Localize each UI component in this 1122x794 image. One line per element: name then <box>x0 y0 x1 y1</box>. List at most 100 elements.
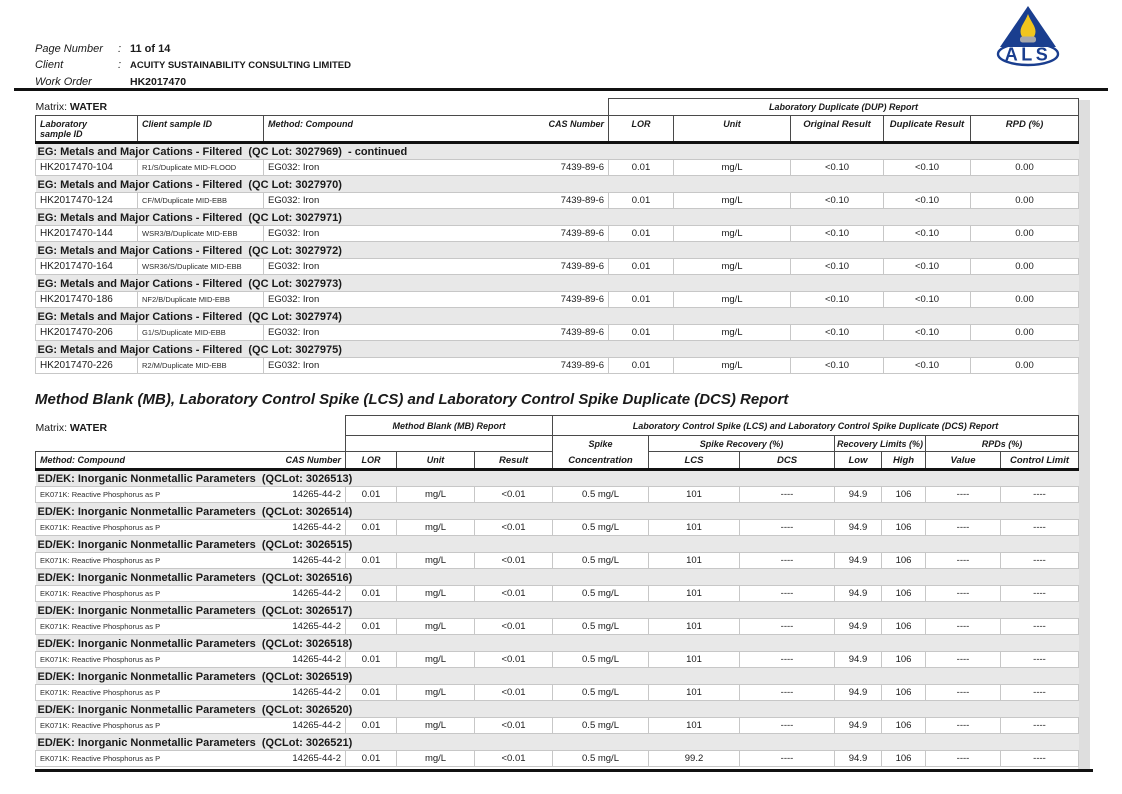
cell-method-compound: EK071K: Reactive Phosphorus as P <box>35 750 271 767</box>
cell-cas-number: 7439-89-6 <box>500 324 609 341</box>
cell-lcs: 101 <box>648 519 740 536</box>
qc-lot-section-title: EG: Metals and Major Cations - Filtered … <box>35 208 1079 226</box>
cell-client-sample-id: NF2/B/Duplicate MID-EBB <box>137 291 264 308</box>
cell-lor: 0.01 <box>345 684 397 701</box>
col-high: High <box>881 451 926 471</box>
cell-lab-sample-id: HK2017470-206 <box>35 324 138 341</box>
qc-lot-section-title: ED/EK: Inorganic Nonmetallic Parameters … <box>35 700 1079 718</box>
qc-lot-section-row: EG: Metals and Major Cations - Filtered … <box>35 241 1079 259</box>
qc-lot-section-row: EG: Metals and Major Cations - Filtered … <box>35 175 1079 193</box>
qc-lot-section-row: ED/EK: Inorganic Nonmetallic Parameters … <box>35 535 1079 553</box>
svg-text:ALS: ALS <box>1005 45 1052 65</box>
work-order-label: Work Order <box>35 76 92 88</box>
cell-original-result: <0.10 <box>790 291 884 308</box>
group-recovery-limits: Recovery Limits (%) <box>834 435 926 452</box>
cell-lor: 0.01 <box>345 519 397 536</box>
cell-spike-concentration: 0.5 mg/L <box>552 684 649 701</box>
cell-method-compound: EG032: Iron <box>263 159 501 176</box>
cell-cas-number: 14265-44-2 <box>270 585 346 602</box>
mb-data-row: EK071K: Reactive Phosphorus as P 14265-4… <box>35 585 1080 602</box>
col-lab-sample-id: Laboratory sample ID <box>35 115 138 144</box>
cell-high: 106 <box>881 684 926 701</box>
col-lor: LOR <box>345 451 397 471</box>
qc-lot-section-title: ED/EK: Inorganic Nonmetallic Parameters … <box>35 733 1079 751</box>
col-rpd: RPD (%) <box>969 115 1080 144</box>
cell-spike-concentration: 0.5 mg/L <box>552 486 649 503</box>
dup-data-row: HK2017470-164 WSR36/S/Duplicate MID-EBB … <box>35 258 1080 275</box>
work-order-value: HK2017470 <box>130 76 187 88</box>
cell-lor: 0.01 <box>608 324 674 341</box>
dup-data-row: HK2017470-226 R2/M/Duplicate MID-EBB EG0… <box>35 357 1080 374</box>
col-cas-number: CAS Number <box>500 115 609 144</box>
separator: : <box>118 43 122 55</box>
page-number-value: 11 of 14 <box>130 43 171 55</box>
cell-original-result: <0.10 <box>790 324 884 341</box>
header-divider-rule <box>14 88 1108 91</box>
cell-duplicate-result: <0.10 <box>883 291 971 308</box>
cell-cas-number: 7439-89-6 <box>500 192 609 209</box>
cell-unit: mg/L <box>396 750 475 767</box>
col-duplicate-result: Duplicate Result <box>883 115 971 144</box>
cell-duplicate-result: <0.10 <box>883 324 971 341</box>
cell-high: 106 <box>881 552 926 569</box>
cell-control-limit: ---- <box>999 486 1080 503</box>
cell-client-sample-id: R2/M/Duplicate MID-EBB <box>137 357 264 374</box>
cell-dcs: ---- <box>739 618 835 635</box>
cell-lor: 0.01 <box>345 717 397 734</box>
qc-lot-section-row: ED/EK: Inorganic Nonmetallic Parameters … <box>35 733 1079 751</box>
cell-lor: 0.01 <box>345 552 397 569</box>
cell-original-result: <0.10 <box>790 357 884 374</box>
qc-lot-section-row: ED/EK: Inorganic Nonmetallic Parameters … <box>35 469 1079 487</box>
cell-lab-sample-id: HK2017470-144 <box>35 225 138 242</box>
cell-control-limit: ---- <box>999 750 1080 767</box>
cell-lor: 0.01 <box>345 618 397 635</box>
matrix-line: Matrix: WATER <box>36 99 609 116</box>
cell-lcs: 99.2 <box>648 750 740 767</box>
cell-duplicate-result: <0.10 <box>883 225 971 242</box>
cell-result: <0.01 <box>474 717 553 734</box>
dup-report-table: Matrix: WATER Laboratory Duplicate (DUP)… <box>35 98 1080 374</box>
cell-unit: mg/L <box>673 192 791 209</box>
cell-low: 94.9 <box>834 552 882 569</box>
cell-method-compound: EG032: Iron <box>263 324 501 341</box>
qc-lot-section-title: EG: Metals and Major Cations - Filtered … <box>35 241 1079 259</box>
matrix-line: Matrix: WATER <box>36 416 346 436</box>
cell-value: ---- <box>925 585 1001 602</box>
cell-high: 106 <box>881 585 926 602</box>
mb-data-row: EK071K: Reactive Phosphorus as P 14265-4… <box>35 750 1080 767</box>
qc-lot-section-title: EG: Metals and Major Cations - Filtered … <box>35 307 1079 325</box>
dup-data-row: HK2017470-206 G1/S/Duplicate MID-EBB EG0… <box>35 324 1080 341</box>
client-label: Client <box>35 59 64 71</box>
cell-dcs: ---- <box>739 684 835 701</box>
qc-lot-section-title: ED/EK: Inorganic Nonmetallic Parameters … <box>35 535 1079 553</box>
cell-lor: 0.01 <box>608 159 674 176</box>
cell-unit: mg/L <box>396 684 475 701</box>
cell-lcs: 101 <box>648 717 740 734</box>
cell-cas-number: 14265-44-2 <box>270 717 346 734</box>
cell-value: ---- <box>925 486 1001 503</box>
qc-lot-section-row: ED/EK: Inorganic Nonmetallic Parameters … <box>35 700 1079 718</box>
cell-result: <0.01 <box>474 684 553 701</box>
cell-lcs: 101 <box>648 486 740 503</box>
cell-value: ---- <box>925 618 1001 635</box>
cell-cas-number: 7439-89-6 <box>500 159 609 176</box>
cell-lor: 0.01 <box>608 258 674 275</box>
cell-low: 94.9 <box>834 684 882 701</box>
mb-data-row: EK071K: Reactive Phosphorus as P 14265-4… <box>35 717 1080 734</box>
dup-report-table-wrap: Matrix: WATER Laboratory Duplicate (DUP)… <box>35 98 1080 374</box>
col-method-compound: Method: Compound <box>35 451 271 471</box>
cell-method-compound: EG032: Iron <box>263 357 501 374</box>
cell-lcs: 101 <box>648 552 740 569</box>
cell-lab-sample-id: HK2017470-164 <box>35 258 138 275</box>
cell-low: 94.9 <box>834 519 882 536</box>
cell-rpd: 0.00 <box>969 225 1080 242</box>
cell-cas-number: 7439-89-6 <box>500 225 609 242</box>
qc-lot-section-title: ED/EK: Inorganic Nonmetallic Parameters … <box>35 469 1079 487</box>
cell-high: 106 <box>881 519 926 536</box>
qc-lot-section-row: EG: Metals and Major Cations - Filtered … <box>35 307 1079 325</box>
cell-unit: mg/L <box>673 258 791 275</box>
cell-result: <0.01 <box>474 519 553 536</box>
cell-lcs: 101 <box>648 618 740 635</box>
cell-spike-concentration: 0.5 mg/L <box>552 717 649 734</box>
mb-data-row: EK071K: Reactive Phosphorus as P 14265-4… <box>35 519 1080 536</box>
